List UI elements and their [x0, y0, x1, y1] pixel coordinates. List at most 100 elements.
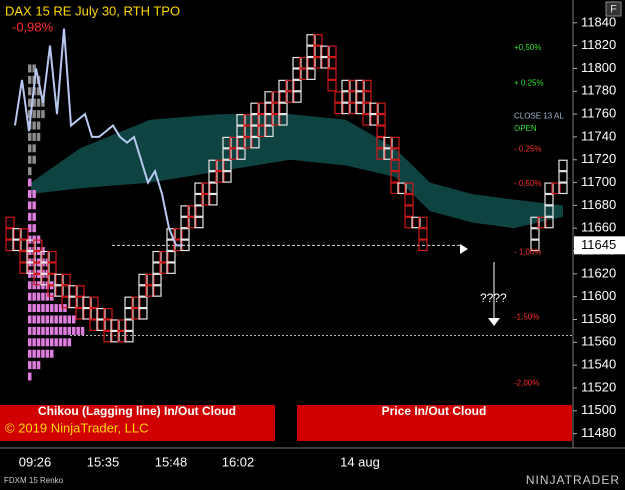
renko-brick — [250, 114, 260, 126]
renko-brick — [145, 285, 155, 297]
tpo-square — [32, 338, 36, 347]
tpo-square — [32, 64, 36, 73]
renko-brick — [271, 102, 281, 115]
tpo-square — [36, 304, 41, 313]
renko-brick — [222, 159, 232, 172]
tpo-square — [41, 349, 45, 358]
renko-brick — [530, 216, 540, 229]
renko-brick — [75, 307, 85, 320]
percent-annotation: CLOSE 13 AL — [514, 111, 564, 120]
renko-brick — [243, 136, 253, 149]
renko-column — [61, 273, 71, 309]
tpo-square — [67, 326, 72, 335]
renko-brick — [299, 68, 309, 80]
y-tick-label: 11660 — [581, 220, 616, 235]
tpo-square — [36, 98, 41, 107]
renko-brick — [320, 45, 330, 58]
renko-column — [68, 285, 78, 309]
tpo-square — [28, 201, 32, 210]
renko-brick — [250, 125, 260, 138]
percent-annotation: - 0,25% — [514, 145, 542, 154]
renko-column — [404, 182, 414, 229]
tpo-square — [28, 212, 32, 221]
renko-brick — [411, 216, 421, 229]
renko-column — [551, 182, 561, 195]
tpo-square — [28, 372, 32, 381]
renko-brick — [138, 273, 148, 286]
tpo-square — [28, 338, 32, 347]
renko-brick — [404, 193, 414, 206]
y-tick-label: 11600 — [581, 288, 616, 303]
renko-brick — [208, 182, 218, 195]
banner-right — [297, 405, 572, 441]
renko-brick — [152, 285, 162, 297]
renko-brick — [208, 159, 218, 172]
renko-brick — [418, 216, 428, 229]
tpo-square — [76, 326, 80, 335]
renko-column — [355, 79, 365, 115]
renko-brick — [544, 193, 554, 206]
renko-brick — [180, 216, 190, 229]
tpo-square — [41, 315, 45, 324]
last-price-label: 11645 — [581, 237, 616, 252]
renko-brick — [327, 79, 337, 92]
tpo-square — [50, 315, 54, 324]
renko-brick — [12, 228, 22, 240]
tpo-square — [28, 189, 32, 198]
renko-column — [12, 228, 22, 252]
renko-column — [369, 102, 379, 126]
renko-brick — [47, 250, 57, 263]
tpo-square — [28, 315, 32, 324]
renko-brick — [327, 56, 337, 69]
renko-brick — [530, 228, 540, 240]
renko-brick — [33, 273, 43, 286]
renko-column — [54, 273, 64, 297]
renko-column — [222, 136, 232, 183]
renko-brick — [390, 159, 400, 172]
renko-brick — [264, 114, 274, 126]
renko-brick — [124, 307, 134, 320]
tpo-square — [28, 361, 32, 370]
renko-column — [33, 239, 43, 286]
renko-column — [537, 216, 547, 229]
panel-button[interactable] — [605, 1, 622, 17]
banner-right-text: Price In/Out Cloud — [382, 404, 487, 418]
renko-column — [117, 319, 127, 343]
renko-brick — [376, 125, 386, 138]
tpo-square — [36, 292, 41, 301]
tpo-square — [32, 315, 36, 324]
renko-column — [208, 159, 218, 206]
percent-annotation: -2,00% — [514, 378, 539, 387]
tpo-square — [32, 201, 36, 210]
renko-column — [201, 182, 211, 206]
renko-column — [411, 216, 421, 229]
tpo-square — [36, 121, 41, 130]
renko-column — [103, 307, 113, 343]
renko-brick — [362, 114, 372, 126]
renko-column — [348, 79, 358, 115]
renko-brick — [194, 193, 204, 206]
renko-brick — [40, 250, 50, 263]
panel-button-label[interactable]: F — [610, 3, 617, 15]
change-label: -0,98% — [12, 19, 54, 34]
tpo-square — [28, 132, 32, 141]
tpo-square — [45, 315, 50, 324]
tpo-square — [32, 349, 36, 358]
x-tick-label: 14 aug — [340, 454, 380, 469]
renko-brick — [376, 102, 386, 115]
renko-column — [236, 114, 246, 160]
renko-column — [376, 102, 386, 160]
percent-annotation: - 1,00% — [514, 247, 542, 256]
renko-brick — [404, 216, 414, 229]
renko-brick — [292, 56, 302, 69]
chart-title: DAX 15 RE July 30, RTH TPO — [5, 3, 180, 18]
tpo-square — [32, 132, 36, 141]
y-tick-label: 11560 — [581, 334, 616, 349]
renko-brick — [89, 307, 99, 320]
renko-brick — [362, 102, 372, 115]
renko-brick — [355, 102, 365, 115]
renko-column — [250, 102, 260, 149]
renko-brick — [250, 102, 260, 115]
renko-brick — [250, 136, 260, 149]
